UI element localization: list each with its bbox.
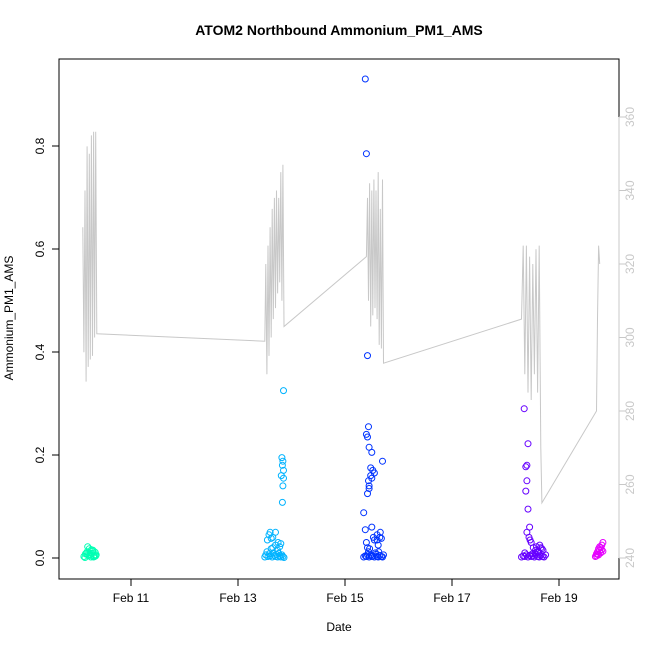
data-point bbox=[360, 553, 368, 561]
data-point bbox=[361, 75, 369, 83]
data-point bbox=[365, 548, 372, 556]
data-point bbox=[262, 551, 270, 559]
plot-area bbox=[80, 75, 607, 561]
data-point bbox=[522, 487, 530, 495]
line-series-0 bbox=[82, 131, 601, 505]
x-tick-label: Feb 17 bbox=[433, 591, 471, 605]
y2-tick-label: 320 bbox=[623, 254, 637, 274]
chart-title: ATOM2 Northbound Ammonium_PM1_AMS bbox=[195, 22, 483, 38]
y-tick-label: 0.4 bbox=[33, 343, 47, 360]
x-axis: Feb 11 Feb 13 Feb 15 Feb 17 Feb 19 bbox=[113, 578, 578, 605]
data-point bbox=[539, 546, 547, 554]
data-point bbox=[372, 549, 379, 557]
data-point bbox=[279, 457, 287, 465]
data-point bbox=[364, 551, 371, 559]
data-point bbox=[279, 482, 287, 490]
y-tick-label: 0.6 bbox=[33, 240, 47, 257]
data-point bbox=[365, 485, 373, 492]
data-point bbox=[279, 553, 287, 560]
data-point bbox=[368, 523, 376, 531]
data-point bbox=[267, 534, 275, 542]
data-point bbox=[370, 536, 378, 544]
data-point bbox=[374, 541, 382, 549]
data-point bbox=[521, 549, 529, 557]
data-point bbox=[522, 463, 530, 471]
data-point bbox=[360, 509, 368, 517]
data-point bbox=[523, 461, 531, 469]
data-point bbox=[361, 526, 369, 534]
data-point bbox=[526, 536, 534, 544]
data-point bbox=[377, 534, 385, 542]
data-point bbox=[280, 554, 288, 561]
x-tick-label: Feb 13 bbox=[219, 591, 257, 605]
data-point bbox=[265, 531, 273, 539]
y2-tick-label: 260 bbox=[623, 474, 637, 494]
data-point bbox=[368, 448, 376, 456]
data-point bbox=[365, 553, 373, 561]
data-point bbox=[362, 539, 370, 546]
y-tick-label: 0.0 bbox=[33, 549, 47, 566]
y-axis-right: 240 260 280 300 320 340 360 bbox=[618, 107, 637, 568]
data-point bbox=[379, 457, 386, 465]
data-point bbox=[366, 545, 374, 553]
y2-tick-label: 280 bbox=[623, 401, 637, 421]
data-point bbox=[276, 543, 284, 551]
data-point bbox=[599, 547, 607, 555]
x-tick-label: Feb 11 bbox=[113, 591, 150, 605]
data-point bbox=[364, 352, 371, 360]
data-point bbox=[594, 550, 601, 558]
data-point bbox=[274, 546, 282, 554]
y-tick-label: 0.2 bbox=[33, 446, 47, 463]
data-point bbox=[531, 549, 539, 557]
x-tick-label: Feb 19 bbox=[540, 591, 578, 605]
y2-tick-label: 240 bbox=[623, 548, 637, 568]
data-point bbox=[280, 387, 287, 395]
data-point bbox=[83, 549, 91, 557]
y2-tick-label: 340 bbox=[623, 180, 637, 200]
y-axis-left: 0.0 0.2 0.4 0.6 0.8 bbox=[33, 137, 60, 566]
data-point bbox=[365, 482, 373, 490]
y-tick-label: 0.8 bbox=[33, 137, 47, 154]
data-point bbox=[364, 433, 371, 441]
data-point bbox=[598, 546, 606, 554]
data-point bbox=[272, 528, 279, 536]
data-point bbox=[278, 454, 286, 462]
data-point bbox=[375, 548, 383, 556]
data-point bbox=[267, 545, 275, 553]
data-point bbox=[277, 472, 285, 480]
data-point bbox=[533, 543, 540, 551]
data-point bbox=[380, 551, 387, 559]
y2-tick-label: 360 bbox=[623, 107, 637, 127]
data-point bbox=[540, 553, 548, 561]
y-axis-label: Ammonium_PM1_AMS bbox=[2, 256, 16, 381]
data-point bbox=[524, 440, 532, 448]
data-point bbox=[278, 461, 286, 469]
data-point bbox=[92, 552, 100, 560]
data-point bbox=[520, 405, 528, 413]
x-tick-label: Feb 15 bbox=[326, 591, 364, 605]
data-point bbox=[524, 505, 532, 513]
data-point bbox=[365, 423, 372, 431]
data-point bbox=[278, 498, 286, 506]
data-point bbox=[523, 477, 531, 485]
x-axis-label: Date bbox=[326, 620, 352, 634]
data-point bbox=[362, 150, 370, 158]
data-point bbox=[365, 477, 372, 485]
y2-tick-label: 300 bbox=[623, 327, 637, 347]
